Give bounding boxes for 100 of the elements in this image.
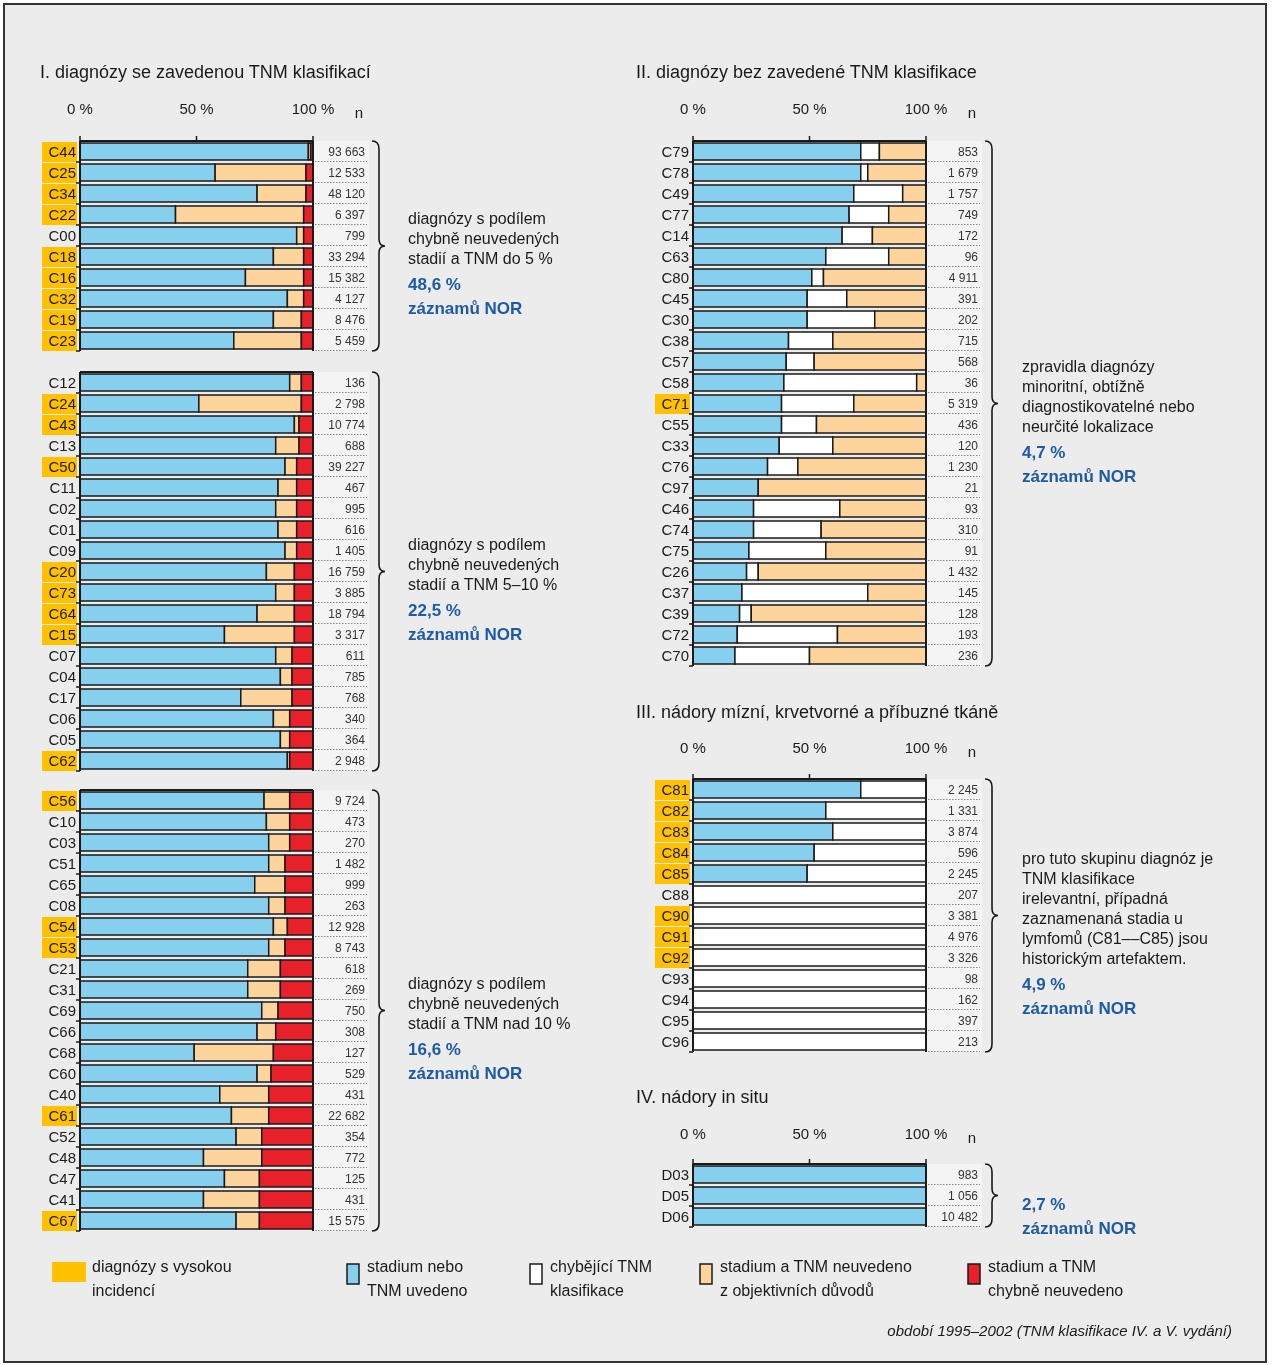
y-tick-label: C51 xyxy=(48,854,76,872)
text: 6 397 xyxy=(334,207,366,222)
x-tick-label: 50 % xyxy=(792,739,827,756)
text: 2,7 % xyxy=(1022,1194,1066,1214)
text: 16,6 % xyxy=(408,1039,461,1059)
text: 12 928 xyxy=(328,919,366,934)
y-tick-label: C73 xyxy=(48,583,76,601)
text: 340 xyxy=(344,711,366,726)
chart-title: IV. nádory in situ xyxy=(636,1087,769,1107)
text: 1 056 xyxy=(947,1188,979,1203)
y-tick-label: C80 xyxy=(661,268,689,286)
y-tick-label: C97 xyxy=(661,478,689,496)
y-tick-label: C18 xyxy=(48,247,76,265)
y-tick-label: C47 xyxy=(48,1169,76,1187)
text: 120 xyxy=(957,438,979,453)
y-tick-label: C02 xyxy=(48,499,76,517)
text: 22 682 xyxy=(328,1108,366,1123)
text: 91 xyxy=(964,543,979,558)
x-tick-label: 50 % xyxy=(792,1125,827,1142)
y-tick-label: C09 xyxy=(48,541,76,559)
text: 397 xyxy=(957,1013,979,1028)
y-tick-label: C25 xyxy=(48,163,76,181)
text: 236 xyxy=(957,648,979,663)
y-tick-label: C85 xyxy=(661,864,689,882)
text: 21 xyxy=(964,480,979,495)
y-tick-label: C15 xyxy=(48,625,76,643)
text: 48,6 % xyxy=(408,275,461,294)
text: 853 xyxy=(957,144,979,159)
text: 616 xyxy=(344,522,366,537)
text: 467 xyxy=(344,480,366,495)
text: 10 774 xyxy=(328,417,366,432)
y-tick-label: C70 xyxy=(661,646,689,664)
x-tick-label: 0 % xyxy=(67,100,93,117)
text: 568 xyxy=(957,354,979,369)
text: 2 948 xyxy=(334,753,366,768)
text: 207 xyxy=(957,887,979,902)
legend-label: stadium a TNM chybně neuvedeno xyxy=(988,1258,1124,1299)
y-tick-label: C50 xyxy=(48,457,76,475)
text: 4 976 xyxy=(947,929,979,944)
text: 4,9 % xyxy=(1022,974,1066,994)
x-tick-label: 100 % xyxy=(904,100,948,117)
y-tick-label: C75 xyxy=(661,541,689,559)
x-tick-label: 100 % xyxy=(904,1125,948,1142)
y-tick-label: C45 xyxy=(661,289,689,307)
y-tick-label: C65 xyxy=(48,875,76,893)
legend-label: stadium a TNM neuvedeno z objektivních důvodů xyxy=(720,1258,912,1299)
text: 136 xyxy=(344,375,366,390)
text: 93 663 xyxy=(328,144,366,159)
text: 2 245 xyxy=(947,866,979,881)
text: 18 794 xyxy=(328,606,366,621)
text: 431 xyxy=(344,1087,366,1102)
text: 995 xyxy=(344,501,366,516)
x-tick-label: 0 % xyxy=(680,739,706,756)
text: 15 382 xyxy=(328,270,366,285)
text: 270 xyxy=(344,835,366,850)
y-tick-label: C20 xyxy=(48,562,76,580)
x-tick-label: 50 % xyxy=(792,100,827,117)
y-tick-label: C64 xyxy=(48,604,76,622)
y-tick-label: C53 xyxy=(48,938,76,956)
text: 162 xyxy=(957,992,979,1007)
text: záznamů NOR xyxy=(1022,1218,1137,1238)
y-tick-label: C81 xyxy=(661,780,689,798)
x-tick-label: 0 % xyxy=(680,100,706,117)
text: 3 381 xyxy=(947,908,979,923)
text: záznamů NOR xyxy=(408,624,523,644)
text: 36 xyxy=(964,375,979,390)
y-tick-label: C30 xyxy=(661,310,689,328)
y-tick-label: C38 xyxy=(661,331,689,349)
y-tick-label: C52 xyxy=(48,1127,76,1145)
y-tick-label: C06 xyxy=(48,709,76,727)
text: 611 xyxy=(345,648,366,663)
y-tick-label: D03 xyxy=(661,1165,689,1183)
y-tick-label: C14 xyxy=(661,226,689,244)
y-tick-label: C21 xyxy=(48,959,76,977)
text: 785 xyxy=(344,669,366,684)
text: 10 482 xyxy=(941,1209,979,1224)
x-tick-label: 100 % xyxy=(904,739,948,756)
y-tick-label: C49 xyxy=(661,184,689,202)
y-tick-label: C91 xyxy=(661,927,689,945)
text: 4,7 % xyxy=(1022,442,1066,462)
y-tick-label: C43 xyxy=(48,415,76,433)
y-tick-label: C82 xyxy=(661,801,689,819)
text: diagnózy s podílem chybně neuvedených stadií a TNM 5–10 % xyxy=(408,535,560,593)
text: 1 331 xyxy=(947,803,979,818)
y-tick-label: D05 xyxy=(661,1186,689,1204)
y-tick-label: C04 xyxy=(48,667,76,685)
y-tick-label: C00 xyxy=(48,226,76,244)
text: 310 xyxy=(957,522,979,537)
x-axis-title: n xyxy=(967,1129,977,1146)
y-tick-label: C96 xyxy=(661,1032,689,1050)
y-tick-label: C03 xyxy=(48,833,76,851)
y-tick-label: C16 xyxy=(48,268,76,286)
y-tick-label: C77 xyxy=(661,205,689,223)
y-tick-label: C66 xyxy=(48,1022,76,1040)
y-tick-label: C33 xyxy=(661,436,689,454)
y-tick-label: C46 xyxy=(661,499,689,517)
y-tick-label: C83 xyxy=(661,822,689,840)
text: 999 xyxy=(344,877,366,892)
y-tick-label: C44 xyxy=(48,142,76,160)
text: pro tuto skupinu diagnóz je TNM klasifikace irelevantní, případná zaznamenaná stadia u lymfomů (C81––C85) jsou historickým artefaktem. xyxy=(1022,849,1214,967)
